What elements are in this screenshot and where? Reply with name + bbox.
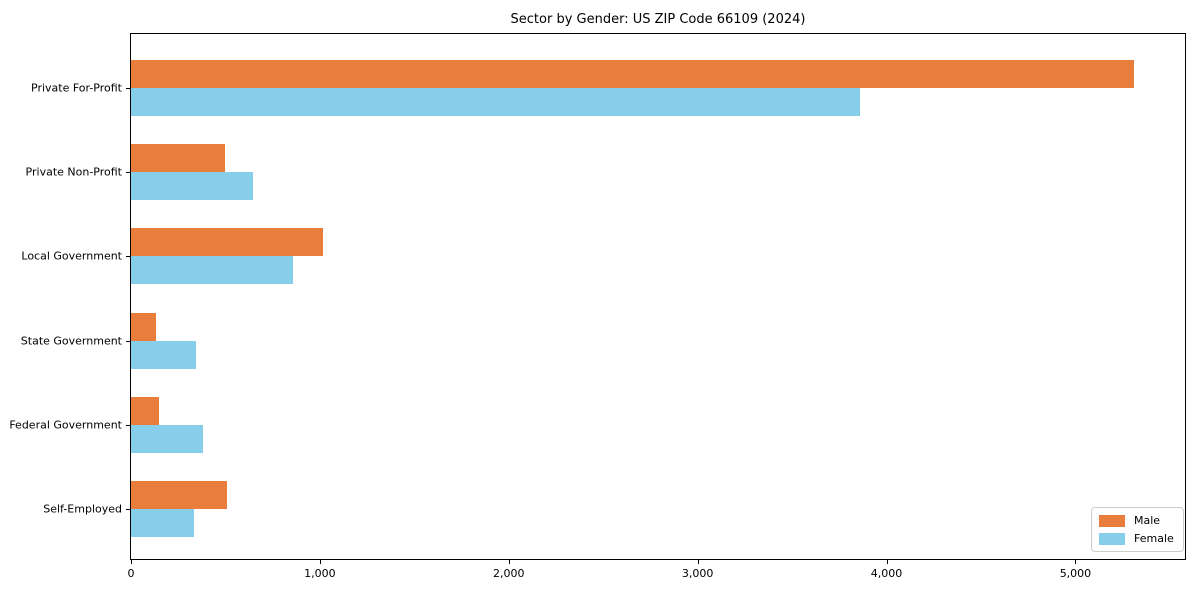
y-axis-label-private-for-profit: Private For-Profit <box>31 81 122 95</box>
y-axis-label-local-government: Local Government <box>21 249 122 263</box>
y-tick-mark <box>126 340 130 342</box>
y-axis-label-federal-government: Federal Government <box>9 418 122 432</box>
x-tick-mark <box>697 560 699 564</box>
legend-swatch-female <box>1099 532 1125 545</box>
bar-female-local-government <box>131 256 293 285</box>
legend-item-female: Female <box>1099 532 1174 545</box>
y-tick-mark <box>126 509 130 510</box>
plot-area <box>130 33 1186 560</box>
y-tick-mark <box>126 256 130 258</box>
bar-female-federal-government <box>131 424 203 453</box>
y-tick-mark <box>126 172 130 174</box>
bar-male-local-government <box>131 228 323 257</box>
x-tick-label-2000: 2,000 <box>493 567 525 580</box>
bar-female-private-non-profit <box>131 172 253 201</box>
x-tick-label-4000: 4,000 <box>870 567 903 580</box>
legend-label-female: Female <box>1134 532 1174 545</box>
bar-male-state-government <box>131 312 156 341</box>
bar-female-state-government <box>131 340 196 369</box>
x-tick-label-3000: 3,000 <box>681 567 714 580</box>
legend: Male Female <box>1091 507 1184 552</box>
x-tick-label-0: 0 <box>127 567 135 580</box>
bar-male-self-employed <box>131 481 227 509</box>
x-tick-label-1000: 1,000 <box>304 567 336 580</box>
legend-swatch-male <box>1099 514 1125 527</box>
bar-male-private-non-profit <box>131 144 225 173</box>
chart-title: Sector by Gender: US ZIP Code 66109 (202… <box>510 12 806 27</box>
y-axis-label-self-employed: Self-Employed <box>43 502 122 516</box>
legend-item-male: Male <box>1099 514 1174 527</box>
bar-male-federal-government <box>131 396 159 425</box>
y-axis-label-state-government: State Government <box>20 334 122 348</box>
y-tick-mark <box>126 424 130 426</box>
legend-label-male: Male <box>1134 514 1161 527</box>
bar-male-private-for-profit <box>131 60 1134 88</box>
x-tick-mark <box>508 560 510 564</box>
x-tick-mark <box>131 560 132 564</box>
x-tick-mark <box>1075 560 1077 564</box>
bar-female-private-for-profit <box>131 88 860 116</box>
x-tick-mark <box>319 560 321 564</box>
x-tick-label-5000: 5,000 <box>1059 567 1092 580</box>
bar-female-self-employed <box>131 509 194 537</box>
y-tick-mark <box>126 88 130 89</box>
x-tick-mark <box>886 560 888 564</box>
y-axis-label-private-non-profit: Private Non-Profit <box>25 165 122 179</box>
